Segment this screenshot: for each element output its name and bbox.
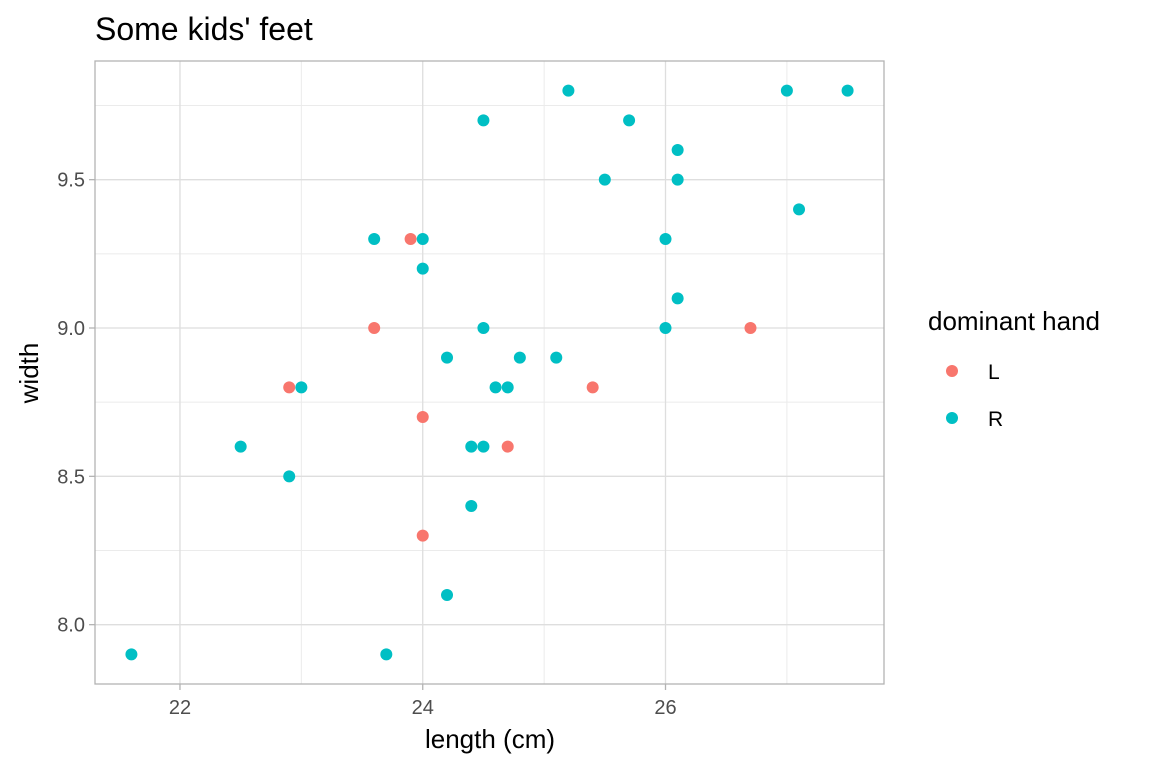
data-point-R: [598, 173, 611, 186]
y-tick-label: 8.0: [57, 615, 85, 637]
data-point-L: [368, 322, 381, 334]
x-axis-title: length (cm): [425, 724, 555, 754]
data-point-R: [489, 381, 502, 394]
y-tick-label: 9.5: [57, 170, 85, 192]
data-point-L: [404, 233, 417, 245]
data-point-L: [416, 411, 429, 423]
data-point-R: [562, 84, 575, 97]
data-point-R: [513, 351, 526, 364]
data-point-R: [671, 144, 684, 156]
data-point-R: [671, 292, 684, 305]
legend-key-R: [946, 412, 958, 424]
data-point-L: [283, 381, 296, 394]
y-tick-label: 9.0: [57, 318, 85, 340]
data-point-R: [416, 233, 429, 245]
data-point-R: [659, 322, 672, 334]
data-point-R: [780, 84, 793, 97]
data-point-R: [465, 500, 478, 512]
x-tick-label: 24: [412, 697, 434, 719]
data-point-R: [501, 381, 514, 394]
data-point-R: [368, 233, 381, 245]
data-point-R: [477, 322, 490, 334]
data-point-R: [477, 114, 490, 127]
data-point-R: [441, 589, 454, 601]
data-point-R: [125, 648, 138, 661]
data-point-R: [416, 262, 429, 275]
legend-label-L: L: [988, 361, 1000, 384]
data-point-R: [793, 203, 806, 216]
data-point-R: [671, 173, 684, 186]
data-point-R: [295, 381, 308, 394]
data-point-L: [586, 381, 599, 394]
y-axis-title: width: [14, 343, 44, 405]
data-point-R: [465, 440, 478, 453]
plot-area: 22 24 26 8.0 8.5 9.0 9.5: [57, 60, 885, 719]
y-tick-label: 8.5: [57, 466, 85, 488]
data-point-R: [234, 440, 247, 453]
data-point-R: [623, 114, 636, 127]
data-point-R: [441, 351, 454, 364]
data-point-L: [501, 440, 514, 453]
data-point-R: [283, 470, 296, 483]
data-point-R: [659, 233, 672, 245]
data-point-R: [550, 351, 563, 364]
x-tick-label: 22: [169, 697, 191, 719]
data-point-R: [380, 648, 393, 661]
legend-label-R: R: [988, 408, 1003, 431]
chart-title: Some kids' feet: [95, 11, 313, 47]
legend: dominant hand L R: [928, 306, 1100, 431]
legend-key-L: [946, 365, 958, 377]
data-point-R: [477, 440, 490, 453]
panel-border: [94, 60, 885, 685]
data-point-L: [744, 322, 757, 334]
data-point-R: [841, 84, 854, 97]
legend-title: dominant hand: [928, 306, 1100, 336]
data-point-L: [416, 529, 429, 542]
x-tick-label: 26: [654, 697, 676, 719]
